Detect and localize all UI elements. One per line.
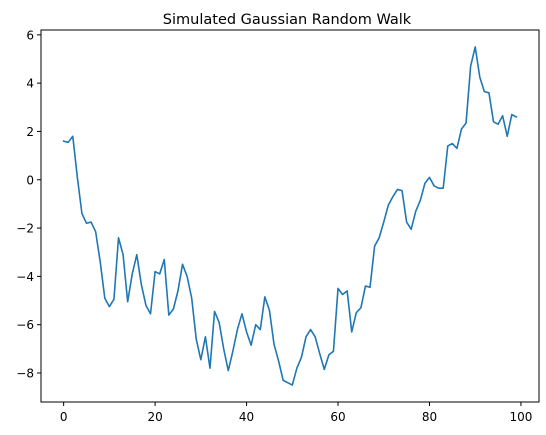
chart-title: Simulated Gaussian Random Walk [163, 12, 412, 28]
x-tick-label: 100 [509, 410, 532, 424]
x-tick-label: 20 [147, 410, 162, 424]
plot-frame [40, 29, 540, 403]
x-tick-label: 0 [60, 410, 68, 424]
y-tick-label: −6 [16, 318, 34, 332]
series-line [62, 46, 518, 386]
y-tick-label: 0 [26, 173, 34, 187]
y-tick-label: 6 [26, 28, 34, 42]
y-tick-label: −4 [16, 270, 34, 284]
x-axis: 0 20 40 60 80 100 [60, 402, 532, 424]
x-tick-label: 40 [239, 410, 254, 424]
x-tick-label: 80 [422, 410, 437, 424]
y-tick-label: 2 [26, 125, 34, 139]
y-tick-label: −8 [16, 367, 34, 381]
x-tick-label: 60 [330, 410, 345, 424]
y-tick-label: 4 [26, 77, 34, 91]
y-axis: −8 −6 −4 −2 0 2 4 6 [16, 28, 41, 381]
y-tick-label: −2 [16, 222, 34, 236]
